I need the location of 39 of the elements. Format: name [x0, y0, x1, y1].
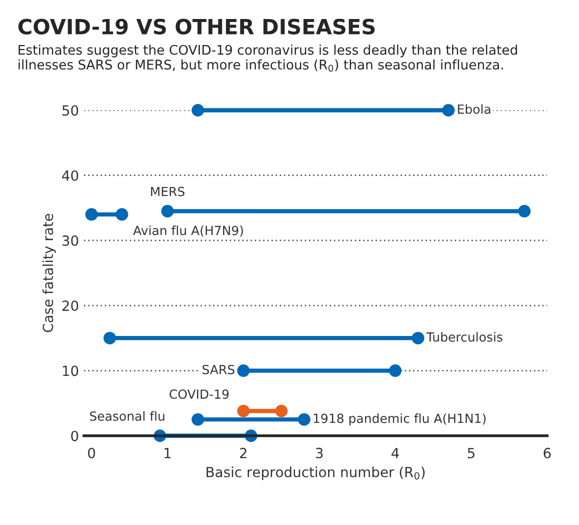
- point: [192, 413, 204, 426]
- series-label: Tuberculosis: [426, 332, 502, 342]
- y-tick-label: 40: [62, 170, 78, 181]
- y-tick-label: 30: [62, 235, 78, 246]
- y-tick-label: 10: [62, 366, 78, 376]
- x-axis-title: Basic reproduction number (R$_{0}$): [206, 466, 425, 480]
- point: [275, 404, 288, 418]
- y-tick-label: 20: [62, 300, 78, 312]
- y-tick-label: 50: [62, 105, 78, 116]
- chart-title: COVID-19 VS OTHER DISEASES: [18, 18, 375, 34]
- x-tick-label: 6: [544, 448, 551, 458]
- point: [104, 332, 116, 344]
- point: [412, 332, 424, 344]
- y-tick-label: 0: [71, 430, 78, 442]
- series-label: Avian flu A(H7N9): [133, 226, 243, 237]
- point: [85, 208, 98, 221]
- chart-subtitle: Estimates suggest the COVID-19 coronavirus is less deadly than the related illnesses SARS or MERS, but more infectious (R$_{0}$) than seasonal influenza.: [18, 44, 517, 72]
- series-label: MERS: [151, 186, 184, 196]
- point: [192, 104, 204, 116]
- point: [161, 204, 174, 218]
- y-axis-title: Case fatality rate: [42, 214, 56, 332]
- x-tick-label: 4: [392, 448, 399, 458]
- point: [518, 204, 531, 218]
- x-tick-label: 5: [468, 448, 474, 458]
- point: [298, 413, 310, 426]
- x-tick-label: 1: [164, 448, 171, 458]
- series-label: Seasonal flu: [90, 411, 164, 421]
- point: [389, 364, 402, 377]
- point: [116, 208, 128, 221]
- series-label: Ebola: [458, 104, 490, 114]
- series-label: COVID-19: [170, 389, 229, 399]
- series-label: SARS: [202, 364, 234, 374]
- x-tick-label: 2: [240, 448, 246, 458]
- x-tick-label: 0: [88, 448, 96, 458]
- point: [237, 404, 250, 418]
- x-tick-label: 3: [316, 448, 323, 458]
- point: [442, 104, 455, 116]
- point: [237, 364, 250, 377]
- series-label: 1918 pandemic flu A(H1N1): [314, 413, 486, 426]
